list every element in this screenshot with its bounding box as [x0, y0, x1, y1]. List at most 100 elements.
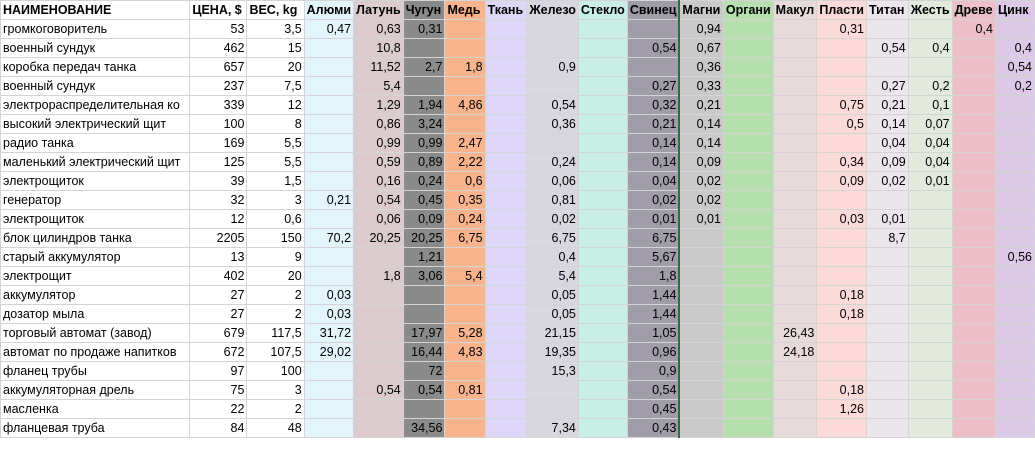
cell-glass[interactable] [577, 304, 628, 324]
cell-wood[interactable] [951, 285, 996, 305]
cell-fabric[interactable] [484, 190, 528, 210]
cell-lead[interactable] [626, 19, 680, 39]
cell-fabric[interactable] [484, 19, 528, 39]
cell-waste-paper[interactable]: 26,43 [772, 323, 818, 343]
cell-price[interactable]: 2205 [189, 228, 248, 248]
cell-titanium[interactable] [866, 323, 909, 343]
cell-zinc[interactable] [994, 266, 1035, 286]
cell-iron[interactable]: 0,02 [526, 209, 579, 229]
cell-tin[interactable] [907, 209, 953, 229]
cell-brass[interactable]: 10,8 [353, 38, 404, 58]
cell-tin[interactable] [907, 380, 953, 400]
cell-wood[interactable] [951, 209, 996, 229]
cell-zinc[interactable] [994, 285, 1035, 305]
cell-brass[interactable]: 0,54 [353, 380, 404, 400]
cell-plastic[interactable]: 0,18 [816, 304, 867, 324]
cell-price[interactable]: 27 [189, 285, 248, 305]
cell-glass[interactable] [577, 266, 628, 286]
cell-copper[interactable]: 0,81 [444, 380, 486, 400]
cell-organic[interactable] [722, 285, 774, 305]
cell-organic[interactable] [722, 57, 774, 77]
cell-wood[interactable] [951, 171, 996, 191]
cell-iron[interactable] [526, 133, 579, 153]
cell-brass[interactable]: 0,99 [353, 133, 404, 153]
cell-price[interactable]: 169 [189, 133, 248, 153]
cell-organic[interactable] [722, 323, 774, 343]
cell-aluminum[interactable] [303, 114, 355, 134]
cell-tin[interactable] [907, 228, 953, 248]
cell-magnesium[interactable]: 0,33 [678, 76, 724, 96]
cell-zinc[interactable]: 0,2 [994, 76, 1035, 96]
cell-waste-paper[interactable] [772, 266, 818, 286]
cell-organic[interactable] [722, 38, 774, 58]
cell-name[interactable]: военный сундук [0, 76, 191, 96]
column-header-iron[interactable]: Железо [526, 0, 579, 20]
cell-plastic[interactable]: 0,31 [816, 19, 867, 39]
cell-cast-iron[interactable]: 1,94 [402, 95, 446, 115]
cell-cast-iron[interactable]: 3,06 [402, 266, 446, 286]
cell-lead[interactable]: 0,9 [626, 361, 680, 381]
cell-glass[interactable] [577, 342, 628, 362]
cell-tin[interactable] [907, 323, 953, 343]
cell-lead[interactable] [626, 57, 680, 77]
cell-lead[interactable]: 1,8 [626, 266, 680, 286]
cell-titanium[interactable]: 0,09 [866, 152, 909, 172]
cell-copper[interactable] [444, 304, 486, 324]
cell-fabric[interactable] [484, 247, 528, 267]
cell-tin[interactable] [907, 342, 953, 362]
cell-tin[interactable]: 0,04 [907, 152, 953, 172]
cell-copper[interactable]: 0,24 [444, 209, 486, 229]
cell-iron[interactable]: 0,05 [526, 304, 579, 324]
cell-name[interactable]: коробка передач танка [0, 57, 191, 77]
cell-fabric[interactable] [484, 57, 528, 77]
cell-copper[interactable] [444, 38, 486, 58]
cell-magnesium[interactable] [678, 304, 724, 324]
cell-waste-paper[interactable] [772, 247, 818, 267]
cell-wood[interactable] [951, 323, 996, 343]
cell-plastic[interactable]: 0,18 [816, 380, 867, 400]
cell-waste-paper[interactable] [772, 152, 818, 172]
cell-weight[interactable]: 2 [246, 304, 305, 324]
cell-aluminum[interactable] [303, 247, 355, 267]
cell-weight[interactable]: 100 [246, 361, 305, 381]
cell-plastic[interactable]: 0,18 [816, 285, 867, 305]
cell-zinc[interactable]: 0,56 [994, 247, 1035, 267]
cell-plastic[interactable] [816, 342, 867, 362]
cell-copper[interactable] [444, 285, 486, 305]
cell-plastic[interactable]: 0,5 [816, 114, 867, 134]
cell-weight[interactable]: 1,5 [246, 171, 305, 191]
cell-wood[interactable] [951, 38, 996, 58]
cell-copper[interactable] [444, 76, 486, 96]
cell-wood[interactable] [951, 399, 996, 419]
cell-copper[interactable]: 5,28 [444, 323, 486, 343]
cell-iron[interactable]: 5,4 [526, 266, 579, 286]
cell-aluminum[interactable] [303, 133, 355, 153]
cell-iron[interactable]: 15,3 [526, 361, 579, 381]
column-header-waste-paper[interactable]: Макул [772, 0, 818, 20]
cell-wood[interactable] [951, 304, 996, 324]
cell-cast-iron[interactable]: 17,97 [402, 323, 446, 343]
column-header-glass[interactable]: Стекло [577, 0, 628, 20]
cell-magnesium[interactable]: 0,21 [678, 95, 724, 115]
cell-copper[interactable]: 4,86 [444, 95, 486, 115]
cell-waste-paper[interactable] [772, 171, 818, 191]
cell-magnesium[interactable]: 0,14 [678, 133, 724, 153]
column-header-zinc[interactable]: Цинк [994, 0, 1035, 20]
cell-plastic[interactable] [816, 247, 867, 267]
cell-price[interactable]: 12 [189, 209, 248, 229]
cell-brass[interactable] [353, 247, 404, 267]
cell-name[interactable]: торговый автомат (завод) [0, 323, 191, 343]
cell-titanium[interactable] [866, 399, 909, 419]
cell-aluminum[interactable] [303, 361, 355, 381]
cell-fabric[interactable] [484, 285, 528, 305]
cell-iron[interactable]: 0,06 [526, 171, 579, 191]
cell-copper[interactable] [444, 361, 486, 381]
cell-magnesium[interactable]: 0,01 [678, 209, 724, 229]
cell-brass[interactable] [353, 304, 404, 324]
column-header-aluminum[interactable]: Алюми [303, 0, 355, 20]
cell-iron[interactable]: 7,34 [526, 418, 579, 438]
cell-fabric[interactable] [484, 342, 528, 362]
cell-magnesium[interactable]: 0,67 [678, 38, 724, 58]
cell-zinc[interactable] [994, 152, 1035, 172]
cell-fabric[interactable] [484, 323, 528, 343]
